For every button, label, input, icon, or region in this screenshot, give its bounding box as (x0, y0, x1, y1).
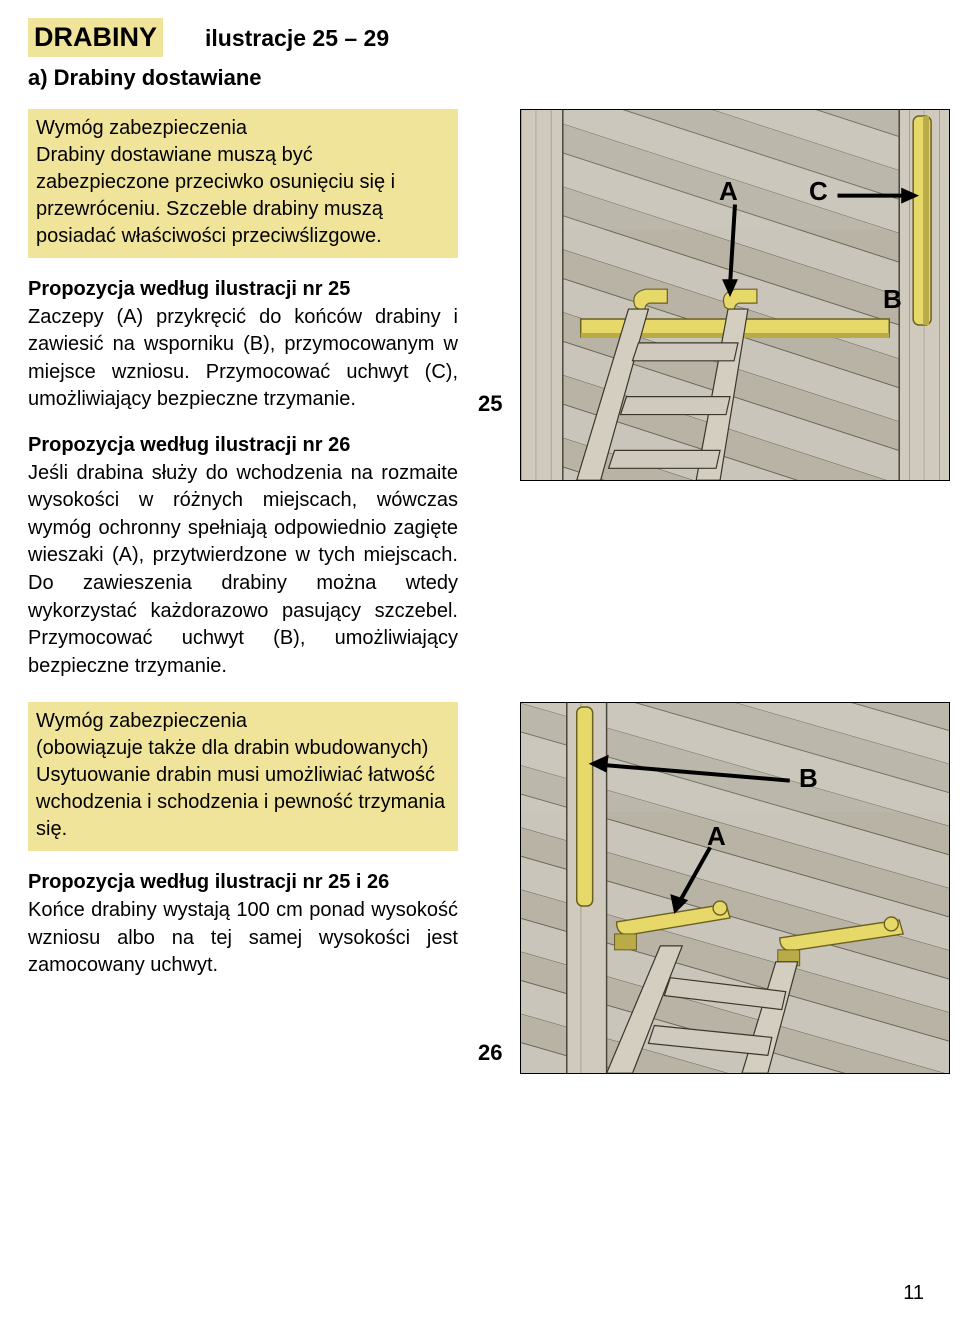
page-title: DRABINY (28, 18, 163, 57)
para26-heading: Propozycja według ilustracji nr 26 (28, 434, 350, 456)
req2-line2: (obowiązuje także dla drabin wbudowanych… (36, 737, 428, 759)
req2-body: Usytuowanie drabin musi umożliwiać łatwo… (36, 764, 445, 840)
fig25-label-b: B (883, 284, 902, 315)
paragraph-25-26: Propozycja według ilustracji nr 25 i 26 … (28, 869, 458, 979)
fig26-label-b: B (799, 763, 818, 794)
fig25-label-a: A (719, 176, 738, 207)
figure-26-svg (521, 703, 949, 1073)
block-1: Wymóg zabezpieczenia Drabiny dostawiane … (28, 109, 932, 698)
header-row: DRABINY ilustracje 25 – 29 (28, 18, 932, 57)
req1-line1: Wymóg zabezpieczenia (36, 117, 247, 139)
paragraph-25: Propozycja według ilustracji nr 25 Zacze… (28, 276, 458, 414)
right-column-1: 25 (478, 109, 950, 698)
para25-heading: Propozycja według ilustracji nr 25 (28, 278, 350, 300)
para26-body: Jeśli drabina służy do wchodzenia na roz… (28, 462, 458, 677)
figure-number-25: 25 (478, 391, 508, 417)
block-2: Wymóg zabezpieczenia (obowiązuje także d… (28, 702, 932, 1074)
fig25-label-c: C (809, 176, 828, 207)
left-column-1: Wymóg zabezpieczenia Drabiny dostawiane … (28, 109, 458, 698)
figure-26: A B (520, 702, 950, 1074)
figure-25: A C B (520, 109, 950, 481)
req2-line1: Wymóg zabezpieczenia (36, 710, 247, 732)
figure-number-26: 26 (478, 1040, 508, 1066)
para25-body: Zaczepy (A) przykręcić do końców drabiny… (28, 306, 458, 411)
requirement-box-2: Wymóg zabezpieczenia (obowiązuje także d… (28, 702, 458, 851)
req1-body: Drabiny dostawiane muszą być zabezpieczo… (36, 144, 395, 247)
paragraph-26: Propozycja według ilustracji nr 26 Jeśli… (28, 432, 458, 680)
para2526-body: Końce drabiny wystają 100 cm ponad wysok… (28, 899, 458, 976)
fig26-label-a: A (707, 821, 726, 852)
right-column-2: 26 (478, 702, 950, 1074)
para2526-heading: Propozycja według ilustracji nr 25 i 26 (28, 871, 389, 893)
requirement-box-1: Wymóg zabezpieczenia Drabiny dostawiane … (28, 109, 458, 258)
page-number: 11 (903, 1282, 924, 1305)
illustration-range: ilustracje 25 – 29 (205, 25, 389, 52)
left-column-2: Wymóg zabezpieczenia (obowiązuje także d… (28, 702, 458, 1074)
section-a-heading: a) Drabiny dostawiane (28, 65, 932, 91)
